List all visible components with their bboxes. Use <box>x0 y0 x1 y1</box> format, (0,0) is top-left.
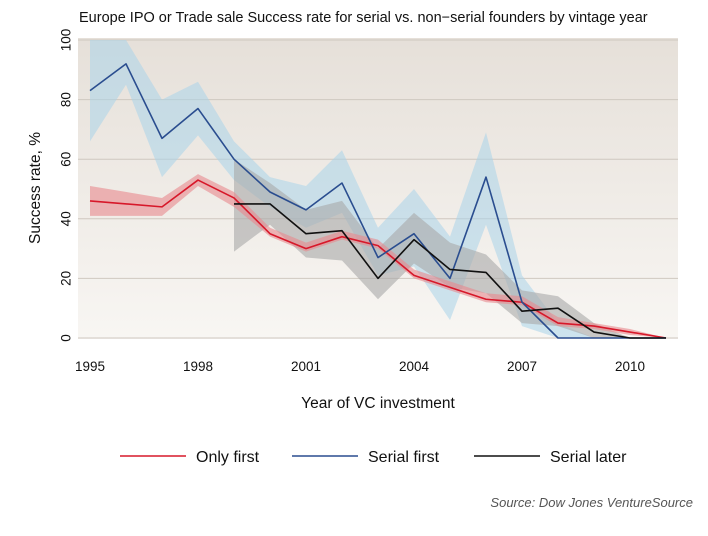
band-only-first <box>90 174 666 338</box>
y-axis-ticks: 0 20 40 60 80 100 <box>59 29 74 342</box>
x-axis-ticks: 1995 1998 2001 2004 2007 2010 <box>75 359 645 374</box>
confidence-bands <box>90 40 666 338</box>
line-serial-later <box>234 203 666 339</box>
band-serial-later <box>234 159 666 338</box>
legend-item: Serial later <box>474 449 627 466</box>
x-tick-label: 2001 <box>291 359 321 374</box>
legend-item: Serial first <box>292 449 440 466</box>
x-tick-label: 2004 <box>399 359 430 374</box>
line-only-first <box>89 179 667 339</box>
line-serial-first <box>89 63 666 339</box>
legend-label: Serial first <box>368 449 440 466</box>
y-tick-label: 80 <box>59 92 74 107</box>
x-tick-label: 1998 <box>183 359 213 374</box>
source-note: Source: Dow Jones VentureSource <box>490 495 693 510</box>
x-tick-label: 2010 <box>615 359 645 374</box>
legend-label: Only first <box>196 449 260 466</box>
y-tick-label: 0 <box>59 334 74 342</box>
y-tick-label: 20 <box>59 271 74 286</box>
x-axis-label: Year of VC investment <box>301 395 455 412</box>
legend: Only first Serial first Serial later <box>120 449 627 466</box>
x-tick-label: 1995 <box>75 359 105 374</box>
y-axis-label: Success rate, % <box>27 132 44 244</box>
y-tick-label: 60 <box>59 152 74 167</box>
legend-item: Only first <box>120 449 260 466</box>
x-tick-label: 2007 <box>507 359 537 374</box>
y-tick-label: 40 <box>59 211 74 226</box>
chart-title: Europe IPO or Trade sale Success rate fo… <box>79 10 648 26</box>
legend-label: Serial later <box>550 449 627 466</box>
series-lines <box>89 63 667 339</box>
y-tick-label: 100 <box>59 29 74 52</box>
